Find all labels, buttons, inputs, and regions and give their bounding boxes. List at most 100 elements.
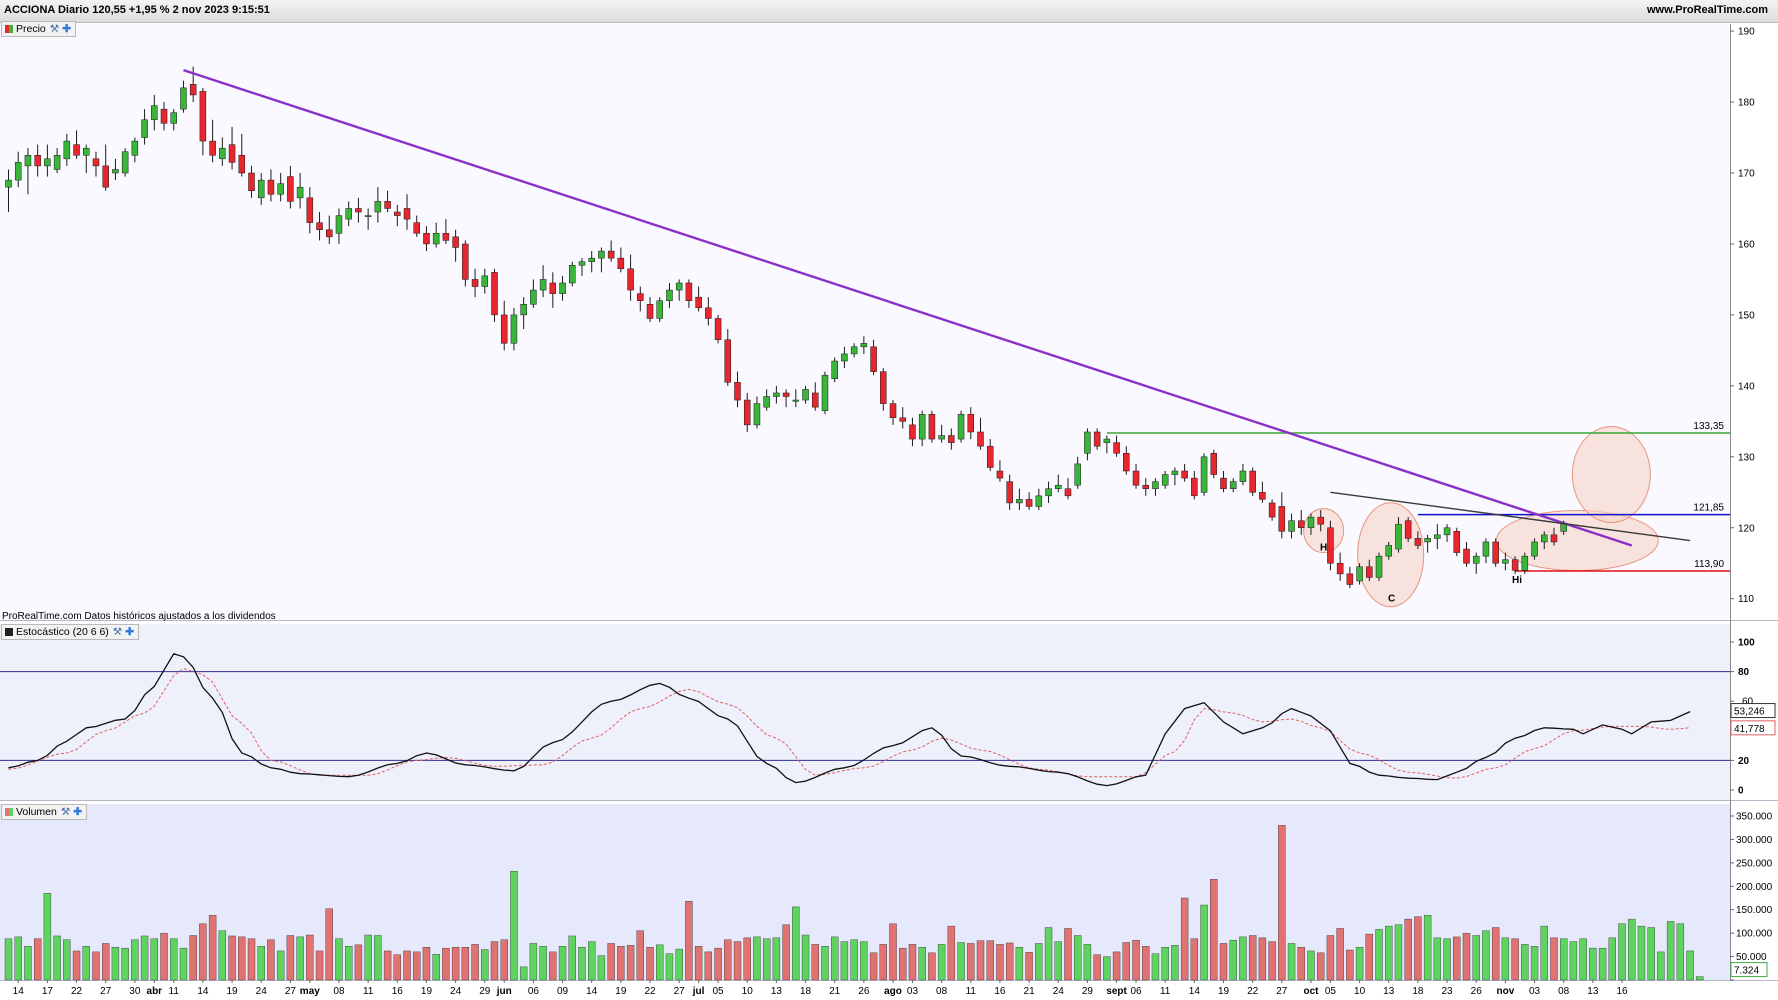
candle-body <box>909 424 916 440</box>
candle-body <box>578 261 586 266</box>
candle-body <box>1404 520 1412 539</box>
candle-body <box>1161 474 1169 486</box>
pattern-annotation: C <box>1388 594 1395 605</box>
x-axis-tick-label: 26 <box>1471 986 1483 997</box>
candle-body <box>598 250 605 259</box>
x-axis-tick-label: 22 <box>1247 986 1259 997</box>
x-axis-tick-label: 29 <box>1082 986 1094 997</box>
candle-body <box>986 445 994 468</box>
candle-body <box>792 399 800 402</box>
candle-body <box>1317 516 1324 525</box>
candle-body <box>880 371 887 404</box>
candle-body <box>53 155 61 170</box>
volume-bar <box>1142 946 1150 981</box>
candle-body <box>209 140 216 156</box>
price-y-tick-label: 160 <box>1738 239 1755 250</box>
x-axis-tick-label: oct <box>1303 986 1319 997</box>
candle-body <box>1307 516 1315 529</box>
stoch-panel-label[interactable]: Estocástico (20 6 6) ⚒ ✚ <box>1 624 140 640</box>
volume-bar <box>286 935 295 981</box>
candle-body <box>637 293 644 301</box>
candle-body <box>1278 506 1286 532</box>
candle-body <box>1132 470 1140 486</box>
volume-swatch-icon <box>5 808 13 816</box>
volume-bar <box>325 908 333 981</box>
candle-body <box>1531 541 1538 557</box>
volume-bar <box>374 935 382 981</box>
stoch-y-tick-label: 0 <box>1738 786 1744 797</box>
volume-y-tick-label: 250.000 <box>1736 858 1773 869</box>
volume-bar <box>1394 924 1403 981</box>
volume-bar <box>967 943 975 981</box>
candle-body <box>141 119 148 138</box>
plus-icon[interactable]: ✚ <box>62 23 71 35</box>
candle-body <box>1113 442 1120 454</box>
wrench-icon[interactable]: ⚒ <box>60 806 71 818</box>
candle-body <box>1064 488 1072 497</box>
candle-body <box>1336 562 1344 575</box>
volume-bar <box>131 939 139 981</box>
volume-tag-box <box>1730 962 1768 978</box>
volume-bar <box>685 901 693 981</box>
volume-bar <box>150 938 159 981</box>
candle-body <box>1346 573 1354 585</box>
x-axis-tick-label: 14 <box>1189 986 1201 997</box>
volume-bar <box>1336 928 1344 981</box>
volume-panel-label[interactable]: Volumen ⚒ ✚ <box>1 804 88 820</box>
candle-body <box>1385 545 1392 557</box>
volume-bar <box>792 906 800 981</box>
candle-body <box>1016 499 1023 504</box>
volume-bar <box>160 932 168 981</box>
volume-bar <box>1200 904 1208 981</box>
price-panel-label[interactable]: Precio ⚒ ✚ <box>1 21 76 37</box>
x-axis-tick-label: 11 <box>363 986 374 997</box>
candle-body <box>1375 555 1383 578</box>
x-axis-tick-label: sept <box>1106 986 1127 997</box>
volume-bar <box>33 938 42 981</box>
plus-icon[interactable]: ✚ <box>125 626 135 638</box>
website-label[interactable]: www.ProRealTime.com <box>1646 4 1768 16</box>
candle-body <box>1492 541 1499 564</box>
volume-bar <box>588 941 596 981</box>
x-axis-tick-label: 08 <box>936 986 948 997</box>
x-axis-tick-label: 11 <box>1160 986 1171 997</box>
x-axis-tick-label: 14 <box>586 986 598 997</box>
candle-body <box>471 279 479 287</box>
candle-body <box>1356 566 1363 582</box>
volume-bar <box>772 937 781 981</box>
candle-body <box>695 296 702 309</box>
candle-body <box>1191 477 1198 497</box>
candle-body <box>189 84 197 96</box>
plus-icon[interactable]: ✚ <box>73 806 83 818</box>
candle-body <box>675 282 683 291</box>
volume-bar <box>879 944 887 981</box>
candle-body <box>1482 541 1490 557</box>
volume-bar <box>539 946 547 981</box>
volume-bar <box>1482 930 1490 981</box>
x-axis-tick-label: 19 <box>1218 986 1230 997</box>
candle-body <box>1249 470 1256 493</box>
wrench-icon[interactable]: ⚒ <box>112 626 123 638</box>
candle-body <box>1084 431 1091 454</box>
candle-body <box>238 155 246 174</box>
candle-body <box>1395 523 1402 550</box>
candle-body <box>160 108 168 124</box>
x-axis-tick-label: 19 <box>421 986 433 997</box>
volume-bar <box>92 951 100 981</box>
candle-body <box>782 392 790 397</box>
stoch-panel-bg <box>0 624 1730 800</box>
stoch-y-tick-label: 100 <box>1738 638 1755 649</box>
volume-bar <box>665 953 674 981</box>
price-y-tick-label: 120 <box>1738 523 1755 534</box>
x-axis-tick-label: 11 <box>169 986 180 997</box>
x-axis-tick-label: 13 <box>1383 986 1395 997</box>
candle-body <box>92 158 100 167</box>
volume-bar <box>315 950 324 981</box>
wrench-icon[interactable]: ⚒ <box>49 23 60 35</box>
candle-body <box>1259 492 1266 500</box>
candle-body <box>491 272 498 316</box>
x-axis-tick-label: 03 <box>907 986 919 997</box>
volume-bar <box>1316 952 1325 981</box>
volume-bar <box>510 871 518 981</box>
